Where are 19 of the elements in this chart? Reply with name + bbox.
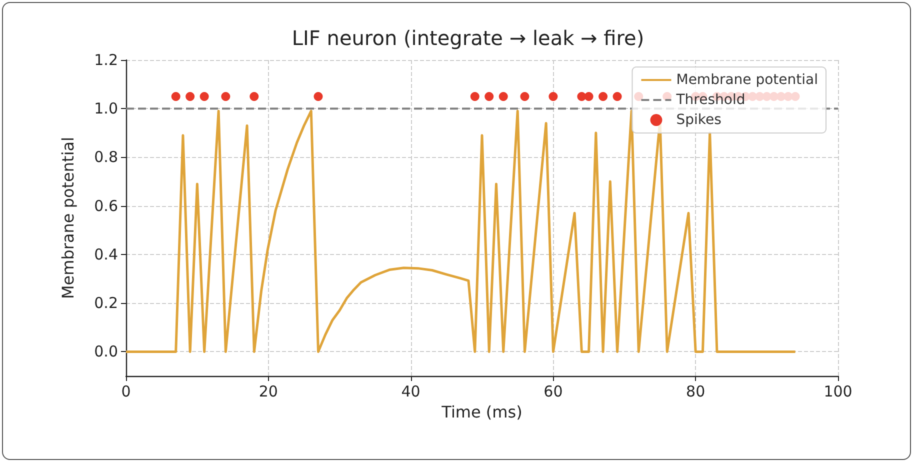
x-tick-label: 80: [686, 382, 706, 400]
y-tick-label: 0.8: [94, 148, 118, 166]
x-tick-label: 0: [121, 382, 131, 400]
legend-label: Membrane potential: [676, 72, 818, 88]
y-tick-label: 1.2: [94, 51, 118, 69]
y-tick-label: 1.0: [94, 100, 118, 118]
ref-line-label: Threshold: [675, 92, 746, 108]
x-tick-label: 20: [258, 382, 278, 400]
y-tick-label: 0.6: [94, 196, 118, 215]
x-tick-label: 60: [544, 382, 563, 400]
y-tick-label: 0.4: [94, 245, 118, 264]
y-tick-label: 0.0: [94, 342, 118, 361]
legend-label: Spikes: [676, 112, 722, 128]
y-tick-label: 0.2: [94, 294, 118, 312]
chart-title: LIF neuron (integrate → leak → fire): [292, 26, 644, 50]
x-tick-label: 40: [401, 382, 420, 400]
x-axis-title: Time (ms): [440, 402, 522, 422]
x-tick-label: 100: [824, 382, 852, 400]
y-axis-title: Membrane potential: [58, 136, 78, 300]
